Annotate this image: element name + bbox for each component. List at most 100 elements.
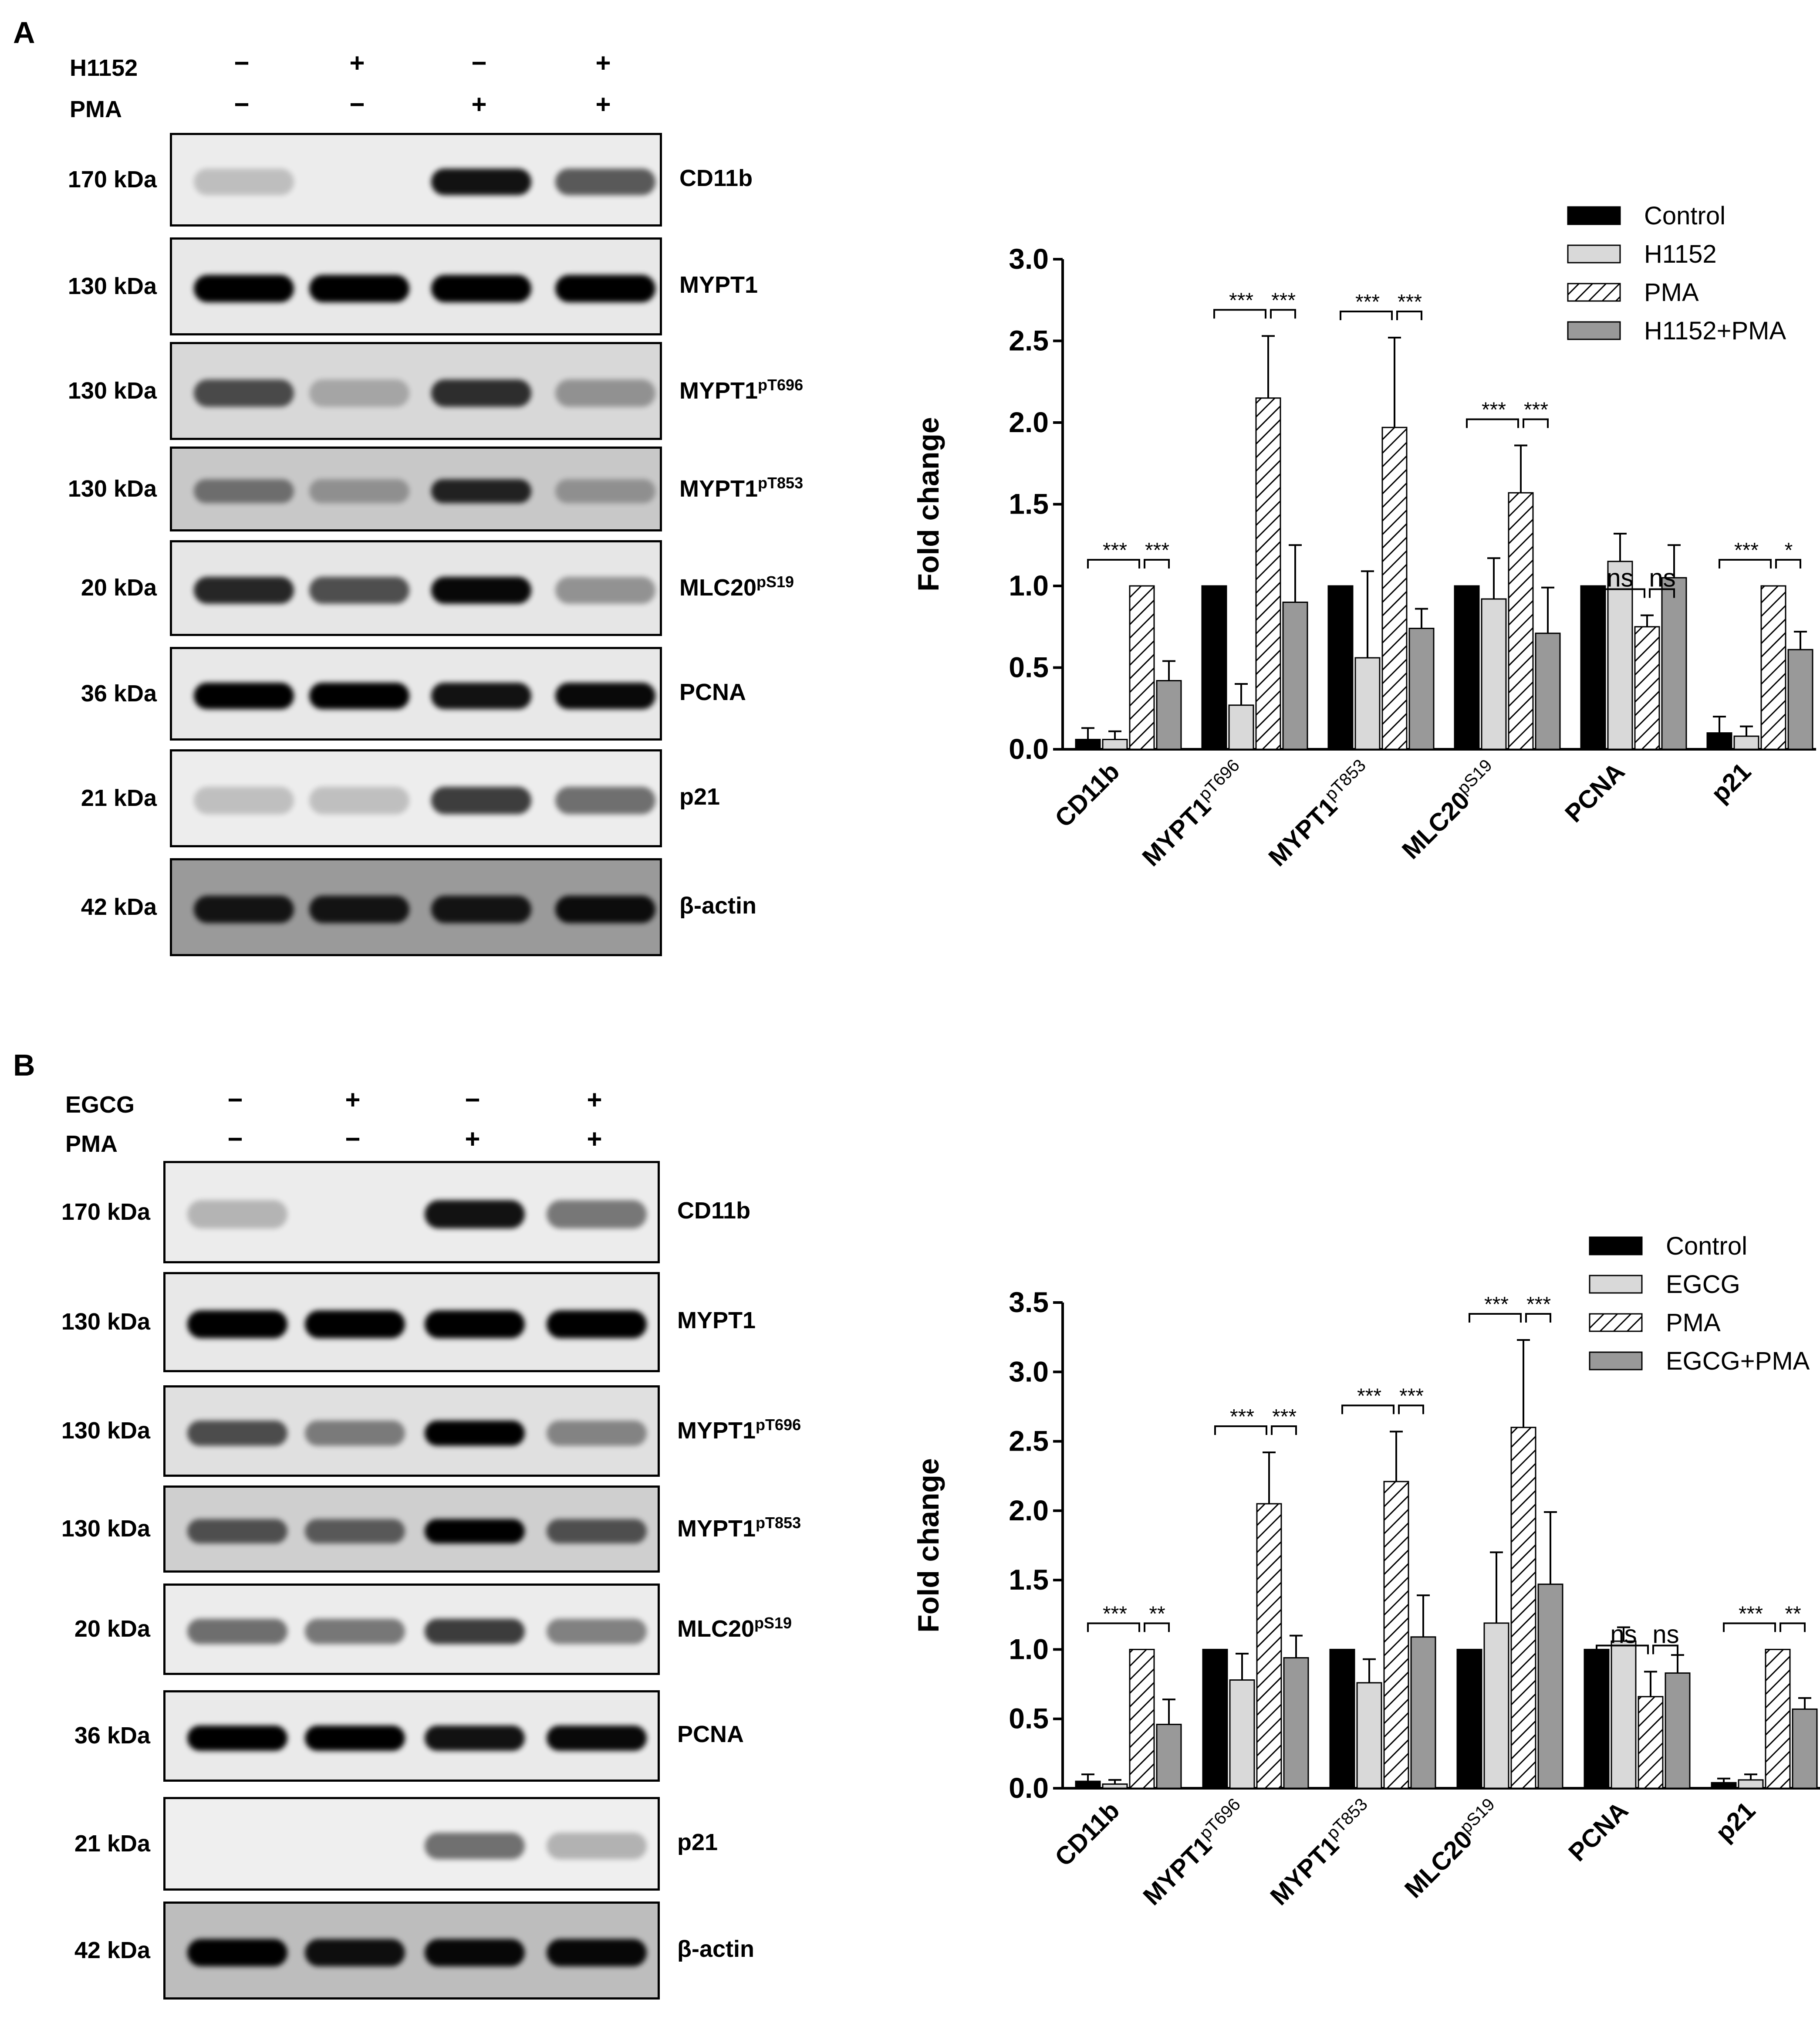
blot-band <box>309 379 409 407</box>
bar <box>1381 426 1408 750</box>
sig-label: *** <box>1524 399 1548 422</box>
blot-band <box>187 1310 287 1339</box>
protein-label: p21 <box>677 1829 718 1855</box>
panel-b-letter: B <box>13 1048 35 1082</box>
bar <box>1356 1682 1382 1789</box>
treatment-sign: − <box>349 90 365 119</box>
sig-bracket <box>1649 588 1675 598</box>
bar <box>1283 1657 1309 1789</box>
blot-strip <box>170 447 662 531</box>
bar <box>1765 1648 1791 1789</box>
blot-band <box>194 896 294 923</box>
sig-label: ns <box>1610 1620 1637 1648</box>
bar <box>1580 585 1606 750</box>
blot-band <box>555 577 655 604</box>
sig-bracket <box>1779 1622 1806 1632</box>
category-label-sup: pS19 <box>1454 756 1496 798</box>
bar <box>1584 1648 1610 1789</box>
blot-band <box>425 1310 525 1339</box>
y-tick-label: 3.0 <box>1009 1355 1049 1387</box>
category-label: PCNA <box>1563 1796 1634 1867</box>
y-tick-label: 0.0 <box>1009 1772 1049 1804</box>
sig-bracket <box>1396 311 1422 320</box>
protein-label-sup: pS19 <box>756 573 794 591</box>
category-label-sup: pS19 <box>1456 1795 1499 1837</box>
y-tick-label: 1.5 <box>1009 488 1049 520</box>
blot-strip <box>170 237 662 335</box>
y-axis-label: Fold change <box>912 417 945 591</box>
y-tick-label: 0.5 <box>1009 1702 1049 1735</box>
treatment-sign: + <box>349 48 365 78</box>
blot-band <box>187 1200 287 1229</box>
protein-label: CD11b <box>677 1197 751 1224</box>
sig-bracket <box>1469 1313 1522 1323</box>
sig-bracket <box>1592 588 1645 598</box>
bar <box>1665 1672 1691 1789</box>
category-label: MYPT1pT853 <box>1263 1795 1379 1911</box>
blot-band <box>309 275 409 302</box>
sig-bracket <box>1723 1622 1776 1632</box>
blot-band <box>187 1420 287 1446</box>
legend-swatch <box>1567 244 1621 264</box>
kda-label: 42 kDa <box>74 1937 150 1963</box>
blot-band <box>187 1618 287 1644</box>
y-axis-label: Fold change <box>912 1458 945 1632</box>
blot-band <box>187 1725 287 1751</box>
sig-label: ns <box>1652 1620 1679 1648</box>
category-label: p21 <box>1710 1796 1761 1847</box>
blot-strip <box>170 133 662 227</box>
kda-label: 130 kDa <box>61 1516 150 1542</box>
category-label-sup: pT853 <box>1323 1795 1371 1843</box>
protein-label: MLC20pS19 <box>679 573 794 601</box>
blot-band <box>425 1939 525 1966</box>
kda-label: 36 kDa <box>81 680 157 707</box>
blot-band <box>431 275 531 302</box>
sig-label: *** <box>1484 1293 1509 1316</box>
sig-label: *** <box>1145 539 1169 562</box>
category-label: MYPT1pT696 <box>1136 1795 1252 1911</box>
bar <box>1508 492 1534 750</box>
blot-strip <box>163 1385 660 1477</box>
sig-bracket <box>1271 1425 1297 1435</box>
blot-band <box>425 1200 525 1229</box>
blot-band <box>194 787 294 814</box>
bar <box>1738 1779 1764 1789</box>
treatment-label: PMA <box>70 96 122 122</box>
sig-bracket <box>1341 1404 1395 1414</box>
blot-band <box>555 275 655 302</box>
treatment-sign: + <box>587 1124 602 1154</box>
protein-label: PCNA <box>679 679 746 705</box>
treatment-sign: − <box>345 1124 361 1154</box>
treatment-sign: + <box>595 90 611 119</box>
protein-label-sup: pT696 <box>758 376 804 394</box>
blot-band <box>547 1618 647 1644</box>
kda-label: 42 kDa <box>81 893 157 920</box>
y-tick-label: 0.0 <box>1009 733 1049 765</box>
category-label: CD11b <box>1050 757 1125 833</box>
protein-label-sup: pT696 <box>756 1416 801 1434</box>
sig-bracket <box>1652 1644 1678 1655</box>
sig-label: *** <box>1229 289 1253 312</box>
bar <box>1661 577 1687 750</box>
blot-band <box>547 1420 647 1446</box>
y-tick-label: 1.5 <box>1009 1563 1049 1596</box>
blot-band <box>555 379 655 407</box>
kda-label: 20 kDa <box>74 1616 150 1642</box>
sig-bracket <box>1213 309 1266 319</box>
category-label-sup: pT853 <box>1321 756 1369 804</box>
panel-a-chart: 0.0 0.5 1.0 1.5 2.0 2.5 3.0 Fold change *** *** CD… <box>912 202 1816 872</box>
blot-band <box>555 896 655 923</box>
kda-label: 21 kDa <box>74 1830 150 1857</box>
blot-band <box>425 1725 525 1751</box>
bar <box>1228 704 1254 750</box>
protein-label-sup: pT853 <box>758 474 804 492</box>
sig-label: *** <box>1271 289 1296 312</box>
sig-label: *** <box>1103 1602 1127 1625</box>
bar <box>1634 626 1660 750</box>
treatment-sign: + <box>471 90 487 119</box>
sig-label: *** <box>1272 1405 1297 1428</box>
sig-bracket <box>1087 1622 1140 1632</box>
sig-bracket <box>1596 1644 1649 1655</box>
protein-label: CD11b <box>679 165 753 191</box>
y-tick-label: 2.0 <box>1009 1494 1049 1526</box>
